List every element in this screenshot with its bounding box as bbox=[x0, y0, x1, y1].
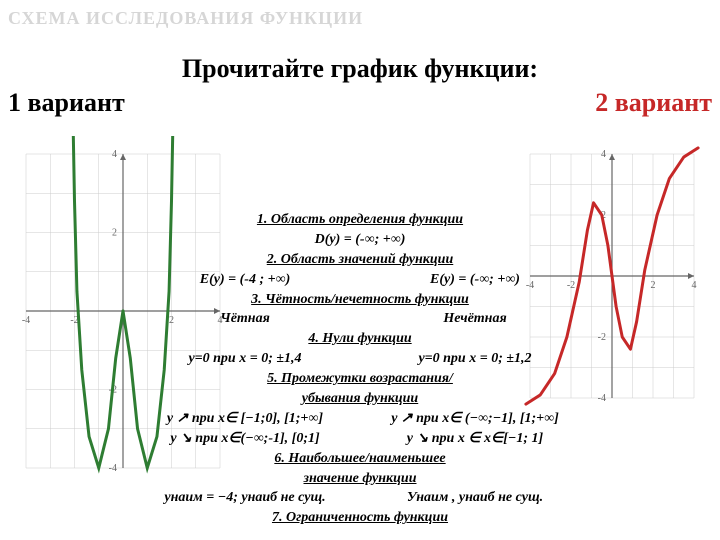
svg-text:4: 4 bbox=[692, 280, 697, 291]
a1: D(y) = (-∞; +∞) bbox=[110, 231, 610, 250]
svg-text:4: 4 bbox=[601, 149, 606, 160]
q6: 6. Наибольшее/наименьшее bbox=[110, 450, 610, 469]
a4l: y=0 при x = 0; ±1,4 bbox=[130, 350, 360, 369]
q6b: значение функции bbox=[110, 470, 610, 489]
a6r: Унаим , унаиб не сущ. bbox=[360, 489, 590, 508]
svg-text:4: 4 bbox=[112, 149, 117, 160]
a6: унаим = −4; унаиб не сущ.Унаим , унаиб н… bbox=[110, 489, 610, 508]
q4: 4. Нули функции bbox=[110, 330, 610, 349]
a2r: E(y) = (-∞; +∞) bbox=[360, 271, 590, 290]
q5: 5. Промежутки возрастания/ bbox=[110, 370, 610, 389]
variant-1-label: 1 вариант bbox=[8, 88, 125, 118]
a6l: унаим = −4; унаиб не сущ. bbox=[130, 489, 360, 508]
analysis-text: 1. Область определения функции D(y) = (-… bbox=[110, 210, 610, 529]
a2: E(y) = (-4 ; +∞)E(y) = (-∞; +∞) bbox=[110, 271, 610, 290]
a5ul: y ↗ при x∈ [−1;0], [1;+∞] bbox=[130, 410, 360, 429]
a3l: Чётная bbox=[130, 310, 360, 329]
q2: 2. Область значений функции bbox=[110, 251, 610, 270]
a5dl: y ↘ при x∈(−∞;-1], [0;1] bbox=[130, 430, 360, 449]
svg-text:-4: -4 bbox=[22, 315, 30, 326]
q5b: убывания функции bbox=[110, 390, 610, 409]
svg-text:2: 2 bbox=[651, 280, 656, 291]
a3: ЧётнаяНечётная bbox=[110, 310, 610, 329]
a2l: E(y) = (-4 ; +∞) bbox=[130, 271, 360, 290]
a3r: Нечётная bbox=[360, 310, 590, 329]
q3: 3. Чётность/нечетность функции bbox=[110, 291, 610, 310]
page-header: СХЕМА ИССЛЕДОВАНИЯ ФУНКЦИИ bbox=[8, 8, 363, 29]
a5ur: y ↗ при x∈ (−∞;−1], [1;+∞] bbox=[360, 410, 590, 429]
a5u: y ↗ при x∈ [−1;0], [1;+∞]y ↗ при x∈ (−∞;… bbox=[110, 410, 610, 429]
variant-2-label: 2 вариант bbox=[595, 88, 712, 118]
page-title: Прочитайте график функции: bbox=[0, 54, 720, 84]
a4: y=0 при x = 0; ±1,4y=0 при x = 0; ±1,2 bbox=[110, 350, 610, 369]
q7: 7. Ограниченность функции bbox=[110, 509, 610, 528]
a4r: y=0 при x = 0; ±1,2 bbox=[360, 350, 590, 369]
q1: 1. Область определения функции bbox=[110, 211, 610, 230]
a5dr: y ↘ при x ∈ x∈[−1; 1] bbox=[360, 430, 590, 449]
a5d: y ↘ при x∈(−∞;-1], [0;1]y ↘ при x ∈ x∈[−… bbox=[110, 430, 610, 449]
